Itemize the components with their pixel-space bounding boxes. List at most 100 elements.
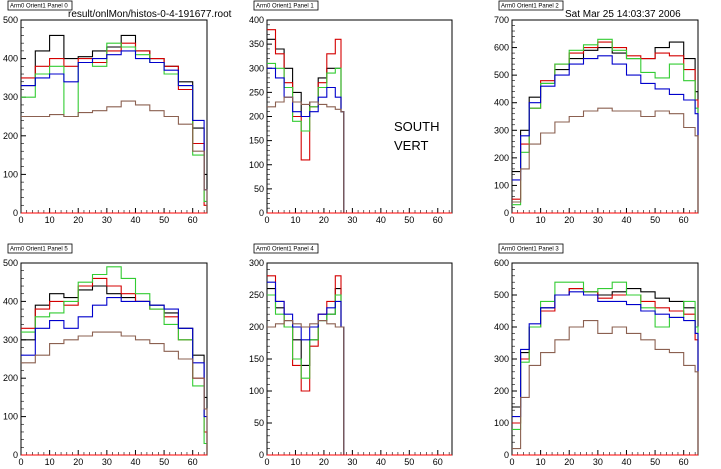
histogram-series-red (267, 29, 345, 213)
panel-title: Arm0 Orient1 Panel 5 (10, 247, 68, 253)
panel-title: Arm0 Orient1 Panel 2 (501, 4, 559, 10)
x-tick-label: 0 (509, 457, 514, 467)
panel-title: Arm0 Orient1 Panel 1 (256, 4, 314, 10)
y-tick-label: 600 (494, 43, 509, 53)
histogram-series-black (21, 285, 208, 455)
panel-title: Arm0 Orient1 Panel 3 (501, 247, 559, 253)
histogram-series-green (267, 62, 345, 213)
y-tick-label: 0 (259, 450, 264, 460)
x-tick-label: 60 (433, 457, 443, 467)
panel-title-box (498, 0, 564, 11)
panel-title: Arm0 Orient1 Panel 0 (10, 4, 68, 10)
histogram-series-blue (21, 50, 208, 213)
y-tick-label: 150 (249, 136, 264, 146)
panel-4: Arm0 Orient1 Panel 4 0 50 100 150 200 250 300 0 1… (249, 243, 453, 467)
x-tick-label: 0 (18, 457, 23, 467)
histogram-series-green (512, 38, 699, 213)
histogram-series-brown (21, 331, 208, 455)
panel-1: Arm0 Orient1 Panel 105010015020025030035… (249, 0, 453, 225)
panel-title-box (7, 243, 73, 254)
x-tick-label: 20 (73, 215, 83, 225)
histogram-series-brown (512, 107, 699, 213)
x-tick-label: 10 (290, 457, 300, 467)
y-tick-label: 300 (494, 354, 509, 364)
histogram-series-black (512, 288, 699, 455)
x-tick-label: 0 (264, 457, 269, 467)
x-tick-label: 40 (621, 215, 631, 225)
y-tick-label: 200 (249, 322, 264, 332)
y-tick-label: 300 (494, 125, 509, 135)
histogram-series-black (267, 38, 345, 213)
y-tick-label: 200 (249, 112, 264, 122)
x-tick-label: 40 (621, 457, 631, 467)
y-tick-label: 0 (13, 208, 18, 218)
y-tick-label: 100 (494, 180, 509, 190)
panel-title-box (253, 243, 319, 254)
plot-frame (511, 19, 699, 214)
histogram-series-red (21, 42, 208, 213)
y-tick-label: 0 (259, 208, 264, 218)
y-tick-label: 50 (254, 418, 264, 428)
x-tick-label: 10 (45, 215, 55, 225)
histogram-series-green (21, 42, 208, 213)
x-tick-label: 30 (347, 215, 357, 225)
x-tick-label: 50 (650, 215, 660, 225)
x-tick-label: 10 (45, 457, 55, 467)
y-tick-label: 0 (504, 208, 509, 218)
y-tick-label: 250 (249, 87, 264, 97)
annotation-south: SOUTH (394, 119, 440, 134)
y-tick-label: 50 (254, 184, 264, 194)
panel-5: Arm0 Orient1 Panel 3 0 100 200 300 400 500 600 0… (494, 243, 699, 467)
y-tick-label: 100 (249, 386, 264, 396)
y-tick-label: 100 (3, 412, 18, 422)
x-tick-label: 40 (376, 457, 386, 467)
y-tick-label: 100 (3, 169, 18, 179)
histogram-series-blue (21, 297, 208, 455)
histogram-series-brown (267, 96, 345, 213)
y-tick-label: 300 (3, 335, 18, 345)
y-tick-label: 500 (3, 15, 18, 25)
histogram-series-blue (267, 67, 345, 213)
x-tick-label: 30 (102, 457, 112, 467)
x-tick-label: 20 (564, 215, 574, 225)
datetime-label: Sat Mar 25 14:03:37 2006 (565, 9, 681, 20)
x-tick-label: 60 (679, 457, 689, 467)
y-tick-label: 200 (494, 153, 509, 163)
x-tick-label: 60 (188, 457, 198, 467)
histogram-series-red (512, 41, 699, 213)
y-tick-label: 0 (13, 450, 18, 460)
histogram-series-black (512, 41, 699, 213)
y-tick-label: 250 (249, 290, 264, 300)
panel-3: Arm0 Orient1 Panel 5 0 100 200 300 400 500 0 10 2… (3, 243, 208, 467)
histogram-series-red (512, 288, 699, 455)
x-tick-label: 60 (433, 215, 443, 225)
y-tick-label: 350 (249, 39, 264, 49)
y-tick-label: 500 (3, 258, 18, 268)
panel-title: Arm0 Orient1 Panel 4 (256, 247, 314, 253)
x-tick-label: 50 (159, 215, 169, 225)
y-tick-label: 500 (494, 70, 509, 80)
x-tick-label: 30 (347, 457, 357, 467)
y-tick-label: 400 (249, 15, 264, 25)
x-tick-label: 0 (18, 215, 23, 225)
histogram-series-green (512, 281, 699, 455)
y-tick-label: 0 (504, 450, 509, 460)
panel-0: Arm0 Orient1 Panel 0 0 100 200 300 400 500 0 10 2… (3, 0, 208, 225)
x-tick-label: 50 (159, 457, 169, 467)
y-tick-label: 400 (3, 54, 18, 64)
x-tick-label: 0 (509, 215, 514, 225)
x-tick-label: 30 (593, 215, 603, 225)
histogram-series-black (267, 288, 345, 455)
x-tick-label: 0 (264, 215, 269, 225)
x-tick-label: 30 (102, 215, 112, 225)
x-tick-label: 50 (404, 215, 414, 225)
panel-title-box (498, 243, 564, 254)
page-header: result/onlMon/histos-0-4-191677.root Sat… (0, 0, 721, 20)
panel-2: Arm0 Orient1 Panel 201002003004005006007… (494, 0, 699, 225)
histogram-series-green (267, 294, 345, 455)
x-tick-label: 30 (593, 457, 603, 467)
y-tick-label: 300 (3, 92, 18, 102)
x-tick-label: 10 (536, 215, 546, 225)
x-tick-label: 60 (188, 215, 198, 225)
panel-title-box (253, 0, 319, 11)
